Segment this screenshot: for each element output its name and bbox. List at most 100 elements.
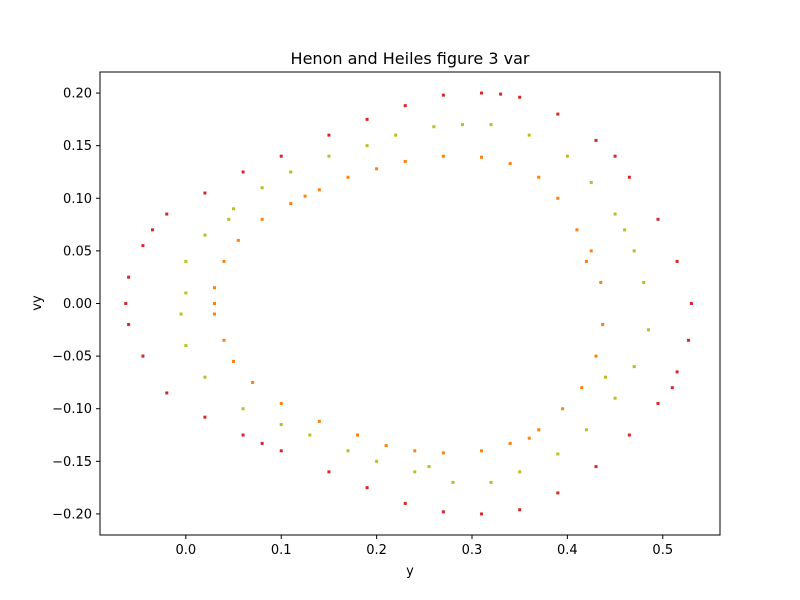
scatter-point [580,386,584,390]
scatter-point [508,441,512,445]
scatter-point [565,154,569,158]
scatter-point [480,512,484,516]
y-tick-label: 0.00 [63,297,92,312]
y-tick-label: 0.15 [63,139,92,154]
scatter-point [413,449,417,453]
scatter-point [203,415,207,419]
scatter-point [327,470,331,474]
scatter-point [241,170,245,174]
x-tick-label: 0.2 [366,543,387,558]
scatter-point [203,233,207,237]
scatter-point [327,154,331,158]
scatter-point [556,452,560,456]
scatter-point [604,375,608,379]
scatter-point [441,510,445,514]
scatter-point [165,212,169,216]
scatter-point [203,375,207,379]
scatter-point [489,123,493,127]
scatter-point [165,391,169,395]
x-tick-label: 0.3 [462,543,483,558]
scatter-series-3 [212,154,605,455]
scatter-point [403,501,407,505]
scatter-point [327,133,331,137]
scatter-point [613,154,617,158]
scatter-point [601,323,605,327]
scatter-point [212,286,216,290]
scatter-point [260,441,264,445]
scatter-point [632,365,636,369]
y-axis-label: vy [30,295,45,311]
scatter-point [365,486,369,490]
scatter-point [184,344,188,348]
scatter-point [584,428,588,432]
scatter-point [427,465,431,469]
scatter-series-2 [179,123,650,484]
y-tick-label: −0.10 [52,402,92,417]
scatter-point [460,123,464,127]
scatter-point [432,125,436,129]
y-tick-label: −0.20 [52,507,92,522]
scatter-point [279,401,283,405]
y-tick-label: −0.15 [52,455,92,470]
x-tick-label: 0.1 [271,543,292,558]
scatter-point [127,275,131,279]
scatter-point [518,470,522,474]
scatter-point [384,444,388,448]
scatter-point [179,312,183,316]
y-axis: −0.20 −0.15 −0.10 −0.05 0.00 0.05 0.10 0.15 0.20 [52,87,100,522]
scatter-point [480,155,484,159]
x-axis-label: y [406,564,414,579]
y-tick-label: 0.10 [63,192,92,207]
scatter-point [589,249,593,253]
scatter-point [441,154,445,158]
scatter-point [589,180,593,184]
scatter-point [127,323,131,327]
scatter-point [518,508,522,512]
scatter-point [527,133,531,137]
scatter-point [375,459,379,463]
scatter-point [499,92,503,96]
scatter-point [489,480,493,484]
scatter-point [346,449,350,453]
scatter-point [656,217,660,221]
scatter-point [241,433,245,437]
scatter-point [184,259,188,263]
scatter-point [251,380,255,384]
scatter-point [518,95,522,99]
scatter-point [289,170,293,174]
scatter-point [613,396,617,400]
scatter-point [260,186,264,190]
scatter-point [375,167,379,171]
scatter-point [232,359,236,363]
scatter-marks [124,91,693,516]
scatter-point [441,451,445,455]
scatter-point [232,207,236,211]
scatter-point [365,144,369,148]
scatter-point [356,433,360,437]
scatter-point [594,138,598,142]
y-tick-label: −0.05 [52,350,92,365]
scatter-point [150,228,154,232]
scatter-point [480,449,484,453]
y-tick-label: 0.05 [63,244,92,259]
scatter-point [480,91,484,95]
scatter-point [689,302,693,305]
scatter-point [675,259,679,263]
scatter-point [227,217,231,221]
x-tick-label: 0.4 [557,543,578,558]
scatter-point [124,302,128,305]
scatter-point [527,436,531,440]
scatter-point [623,228,627,232]
scatter-point [236,238,240,242]
scatter-point [613,212,617,216]
scatter-point [670,386,674,390]
scatter-point [646,328,650,332]
scatter-point [241,407,245,411]
scatter-point [212,312,216,316]
scatter-point [451,480,455,484]
x-tick-label: 0.5 [652,543,673,558]
scatter-point [260,217,264,221]
scatter-point [303,194,307,198]
